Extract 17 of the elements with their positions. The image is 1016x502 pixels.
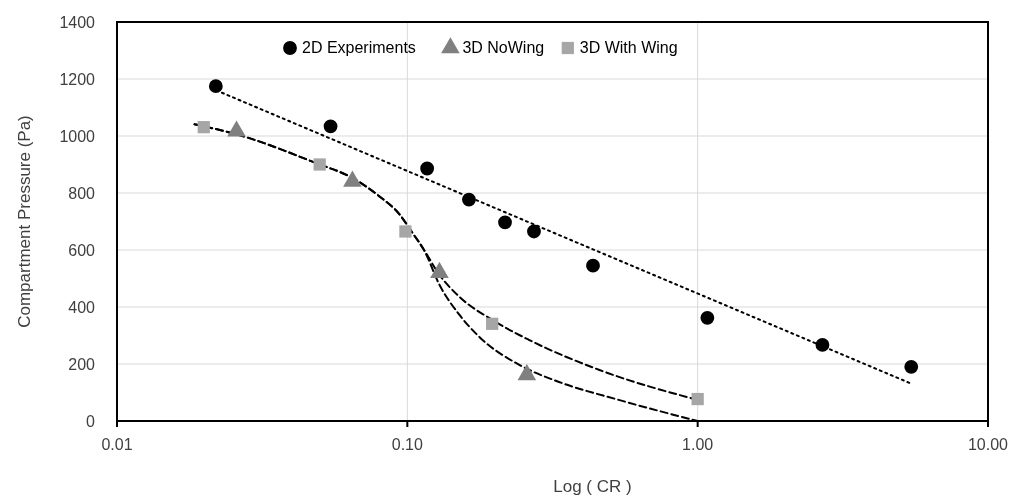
y-tick-label: 200 [68,356,96,373]
x-tick-label: 10.00 [967,436,1009,453]
y-tick-label: 0 [86,413,96,430]
y-tick-label: 800 [68,185,96,202]
y-tick-label: 1200 [59,71,96,88]
legend-label: 3D NoWing [462,39,545,56]
x-tick-label: 0.01 [101,436,133,453]
y-tick-label: 600 [68,242,96,259]
legend-label: 3D With Wing [579,39,678,56]
y-tick-label: 1000 [59,128,96,145]
y-axis-title: Compartment Pressure (Pa) [15,115,34,328]
x-axis-title: Log ( CR ) [553,477,632,496]
legend-label: 2D Experiments [302,39,416,56]
x-tick-label: 1.00 [682,436,714,453]
y-tick-label: 400 [68,299,96,316]
x-tick-label: 0.10 [391,436,424,453]
y-tick-label: 1400 [59,14,96,31]
